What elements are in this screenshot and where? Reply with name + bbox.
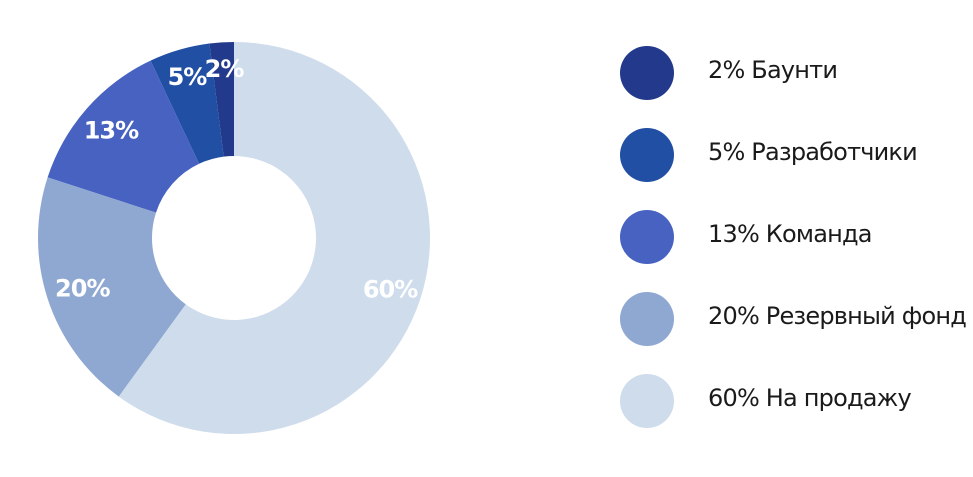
slice-label-4: 20%: [55, 274, 110, 302]
slice-label-2: 5%: [168, 63, 208, 91]
slice-3: [47, 60, 200, 213]
legend-swatch: [620, 46, 674, 100]
chart-legend: 2% Баунти 5% Разработчики 13% Команда 20% Р…: [620, 46, 970, 456]
slice-2: [150, 43, 224, 164]
slice-label-1: 2%: [205, 55, 245, 83]
legend-label: 5% Разработчики: [708, 138, 918, 166]
legend-swatch: [620, 374, 674, 428]
legend-label: 60% На продажу: [708, 384, 912, 412]
legend-swatch: [620, 128, 674, 182]
slice-4: [37, 177, 186, 397]
legend-item: 60% На продажу: [620, 374, 970, 428]
legend-swatch: [620, 210, 674, 264]
legend-label: 13% Команда: [708, 220, 873, 248]
slice-label-5: 60%: [363, 276, 418, 304]
slice-5: [118, 42, 431, 434]
slice-label-3: 13%: [84, 116, 139, 144]
legend-item: 5% Разработчики: [620, 128, 970, 182]
legend-swatch: [620, 292, 674, 346]
legend-item: 2% Баунти: [620, 46, 970, 100]
legend-item: 13% Команда: [620, 210, 970, 264]
slice-1: [209, 42, 234, 157]
legend-label: 20% Резервный фонд: [708, 302, 967, 330]
legend-label: 2% Баунти: [708, 56, 838, 84]
legend-item: 20% Резервный фонд: [620, 292, 970, 346]
